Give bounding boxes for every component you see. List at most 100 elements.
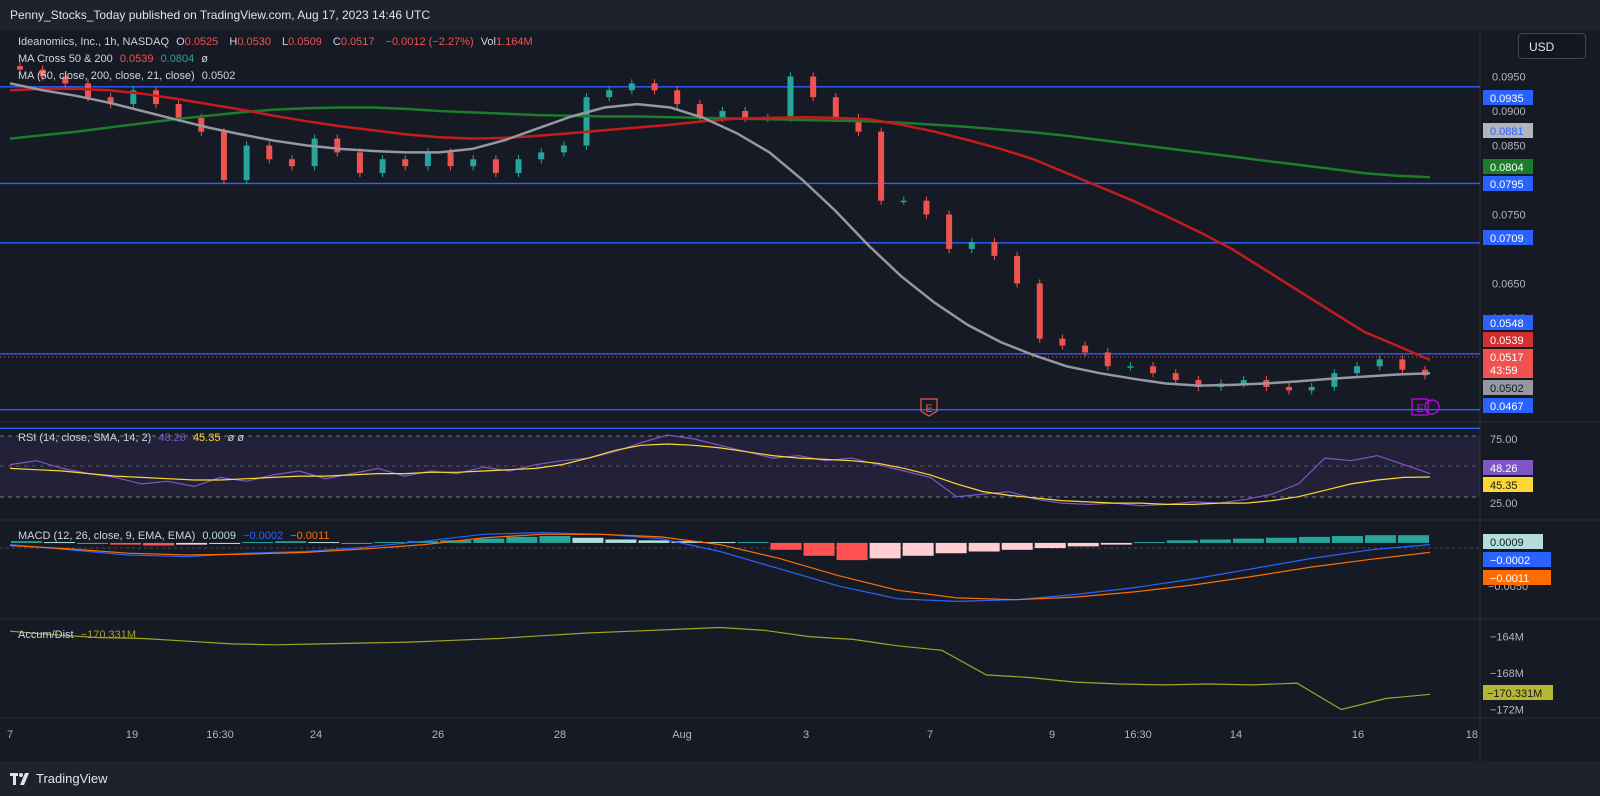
tradingview-logo-icon <box>10 772 29 785</box>
candle-body-4 <box>107 97 114 105</box>
time-tick-3: 24 <box>310 729 322 741</box>
macd-hist-bar-3 <box>110 542 142 545</box>
macd-hist-bar-5 <box>176 542 208 545</box>
ma-cross-value-2: 0.0804 <box>160 53 195 65</box>
rsi-line[interactable] <box>9 434 1431 507</box>
h-value: 0.0530 <box>237 36 271 48</box>
rsi-legend[interactable]: RSI (14, close, SMA, 14, 2) 48.26 45.35 … <box>18 432 248 444</box>
macd-hist-bar-4 <box>143 542 175 546</box>
macd-line[interactable] <box>9 531 1431 603</box>
c-value: 0.0517 <box>340 36 375 48</box>
macd-hist-bar-36 <box>1199 539 1231 543</box>
symbol-name: Ideanomics, Inc., 1h, NASDAQ <box>18 36 170 48</box>
rsi-tick-1: 25.00 <box>1490 498 1518 510</box>
macd-hist-bar-7 <box>242 542 274 544</box>
macd-legend[interactable]: MACD (12, 26, close, 9, EMA, EMA) 0.0009… <box>18 530 333 542</box>
candle-body-46 <box>1059 338 1066 346</box>
macd-hist-bar-9 <box>308 542 340 544</box>
macd-hist-bar-41 <box>1364 535 1396 543</box>
publisher-line: Penny_Stocks_Today published on TradingV… <box>10 8 431 22</box>
candle-body-56 <box>1286 386 1293 391</box>
rsi-value-1: 48.26 <box>158 432 186 444</box>
currency-button-label: USD <box>1529 40 1555 54</box>
time-axis-ticks: 7 19 16:30 24 26 28 Aug 3 7 9 16:30 14 16 18 <box>7 729 1478 741</box>
macd-hist-bar-14 <box>473 538 505 543</box>
chart-svg[interactable]: E E 0.09500.09000.08500.07500.06500.0600… <box>0 30 1600 761</box>
moving-averages <box>9 82 1431 387</box>
earnings-marker-1-label: E <box>925 403 932 415</box>
ad-tick-0: −164M <box>1490 632 1524 644</box>
candle-body-31 <box>719 110 726 118</box>
candle-body-47 <box>1082 345 1089 353</box>
earnings-marker-2[interactable]: E <box>1411 398 1440 416</box>
time-tick-5: 28 <box>554 729 566 741</box>
rsi-lines <box>9 434 1431 507</box>
macd-label: MACD (12, 26, close, 9, EMA, EMA) <box>18 530 196 542</box>
currency-button[interactable]: USD <box>1518 33 1586 59</box>
candle-body-2 <box>62 76 69 84</box>
candle-body-49 <box>1127 366 1134 368</box>
macd-hist-bar-37 <box>1232 538 1264 543</box>
candle-body-61 <box>1399 359 1406 370</box>
ma-cross-legend[interactable]: MA Cross 50 & 200 0.0539 0.0804 ø <box>18 53 212 65</box>
badge-0502: 0.0502 <box>1490 383 1524 395</box>
macd-hist-bar-28 <box>935 542 967 554</box>
macd-hist-bar-30 <box>1001 542 1033 550</box>
o-label: O <box>176 36 185 48</box>
earnings-marker-1[interactable]: E <box>920 398 938 417</box>
time-tick-12: 16 <box>1352 729 1364 741</box>
time-tick-8: 7 <box>927 729 933 741</box>
candle-body-24 <box>560 145 567 153</box>
candle-body-36 <box>832 97 839 118</box>
ma-200-line[interactable] <box>9 106 1431 179</box>
tradingview-logo[interactable]: TradingView <box>10 771 108 786</box>
main-legend: Ideanomics, Inc., 1h, NASDAQ O0.0525 H0.… <box>18 36 541 48</box>
candle-body-16 <box>379 159 386 174</box>
ad-line[interactable] <box>9 626 1431 711</box>
badge-macd-3: −0.0011 <box>1490 573 1529 585</box>
candle-body-39 <box>900 200 907 203</box>
candle-body-37 <box>855 117 862 132</box>
chart-area[interactable]: E E 0.09500.09000.08500.07500.06500.0600… <box>0 30 1600 761</box>
macd-signal-line[interactable] <box>9 533 1431 601</box>
ma-label: MA (50, close, 200, close, 21, close) <box>18 70 195 82</box>
price-tick-2: 0.0850 <box>1492 140 1526 152</box>
macd-histogram <box>11 535 1429 561</box>
badge-0935: 0.0935 <box>1490 93 1524 105</box>
macd-hist-bar-22 <box>737 542 769 544</box>
ad-tick-2: −172M <box>1490 704 1524 716</box>
time-tick-6: Aug <box>672 729 692 741</box>
badge-0539: 0.0539 <box>1490 335 1524 347</box>
candle-body-10 <box>243 145 250 180</box>
vol-label: Vol <box>480 36 496 48</box>
ma-21-line[interactable] <box>9 82 1431 387</box>
badge-0517: 0.0517 <box>1490 352 1524 364</box>
earnings-marker-2-label: E <box>1416 403 1423 415</box>
candle-body-42 <box>968 242 975 249</box>
ma-value: 0.0502 <box>201 70 236 82</box>
ma-50-line[interactable] <box>9 87 1431 362</box>
candle-body-23 <box>538 152 545 160</box>
price-tick-0: 0.0950 <box>1492 71 1526 83</box>
badge-0709: 0.0709 <box>1490 233 1524 245</box>
ma-cross-value-1: 0.0539 <box>119 53 154 65</box>
ma-legend[interactable]: MA (50, close, 200, close, 21, close) 0.… <box>18 70 239 82</box>
macd-hist-bar-33 <box>1100 542 1132 545</box>
candle-body-6 <box>152 90 159 105</box>
candle-body-44 <box>1014 255 1021 284</box>
candle-body-0 <box>17 66 23 70</box>
candle-body-38 <box>878 131 885 201</box>
candle-body-48 <box>1104 352 1111 367</box>
rsi-sma-line[interactable] <box>9 443 1431 505</box>
badge-0467: 0.0467 <box>1490 401 1524 413</box>
badge-0548: 0.0548 <box>1490 318 1524 330</box>
ad-legend[interactable]: Accum/Dist −170.331M <box>18 629 140 641</box>
candle-body-59 <box>1354 366 1361 374</box>
macd-hist-bar-29 <box>968 542 1000 552</box>
candle-body-29 <box>674 90 681 105</box>
c-label: C <box>332 36 341 48</box>
candle-body-26 <box>606 90 613 98</box>
candle-body-27 <box>628 83 635 91</box>
o-value: 0.0525 <box>184 36 219 48</box>
h-label: H <box>229 36 238 48</box>
